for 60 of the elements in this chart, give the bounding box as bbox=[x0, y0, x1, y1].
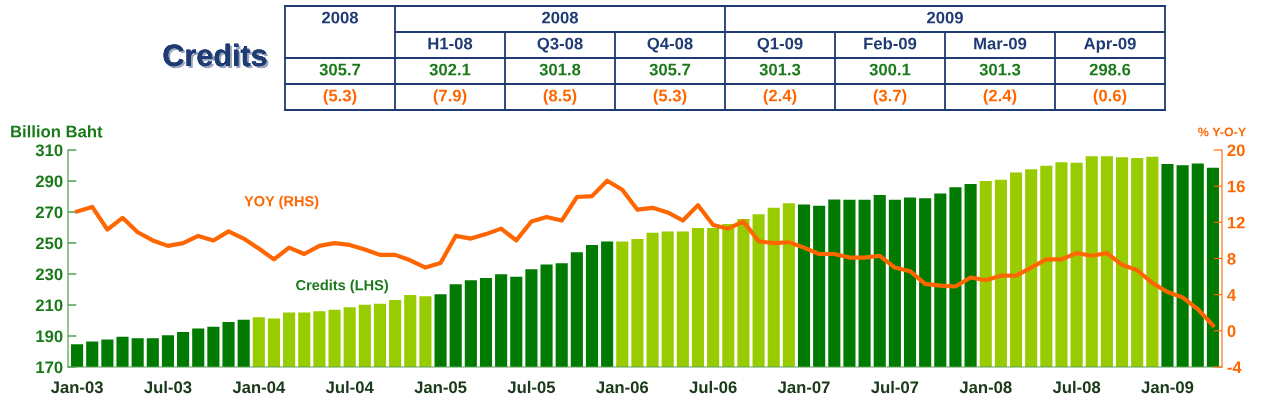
y-tick-label: 250 bbox=[35, 237, 63, 250]
x-tick-label: Jan-09 bbox=[1141, 381, 1194, 394]
x-tick-label: Jul-06 bbox=[689, 380, 737, 394]
x-tick-label: Jan-06 bbox=[596, 381, 649, 394]
y-tick-label: 290 bbox=[35, 175, 63, 188]
text: Apr-09 bbox=[1084, 37, 1136, 53]
text: 301.8 bbox=[539, 63, 581, 76]
text: Feb-09 bbox=[864, 37, 917, 50]
x-tick-label: Jan-07 bbox=[777, 381, 830, 394]
line-series bbox=[75, 178, 1215, 328]
text: Mar-09 bbox=[974, 37, 1027, 50]
y-tick-label: 270 bbox=[35, 206, 63, 219]
y2-tick-label: 20 bbox=[1227, 144, 1245, 157]
y2-tick-label: 16 bbox=[1227, 180, 1245, 193]
text: (3.7) bbox=[873, 89, 907, 105]
text: 2009 bbox=[927, 11, 963, 24]
x-tick-label: Jan-08 bbox=[959, 381, 1012, 394]
x-tick-label: Jul-04 bbox=[325, 380, 374, 394]
x-tick-label: Jul-05 bbox=[507, 380, 556, 394]
text: (7.9) bbox=[433, 89, 467, 105]
text: (5.3) bbox=[653, 89, 687, 105]
y2-tick-label: -4 bbox=[1227, 361, 1242, 374]
y-tick-label: 230 bbox=[35, 268, 63, 281]
x-tick-label: Jul-07 bbox=[871, 380, 919, 394]
text: 302.1 bbox=[429, 63, 471, 76]
text: Q1-09 bbox=[757, 37, 803, 53]
y-tick-label: 310 bbox=[35, 144, 63, 157]
y2-tick-label: 8 bbox=[1227, 252, 1236, 265]
x-tick-label: Jan-04 bbox=[232, 381, 286, 394]
series-label: Credits (LHS) bbox=[296, 279, 388, 294]
y-tick-label: 210 bbox=[35, 299, 63, 312]
chart-title: Credits bbox=[163, 43, 269, 69]
text: 301.3 bbox=[759, 63, 801, 76]
text: 298.6 bbox=[1089, 63, 1131, 76]
text: (2.4) bbox=[763, 89, 797, 105]
text: 301.3 bbox=[979, 63, 1021, 76]
x-tick-label: Jan-05 bbox=[414, 381, 467, 394]
text: 305.7 bbox=[649, 63, 691, 76]
text: (2.4) bbox=[983, 89, 1017, 105]
text: (0.6) bbox=[1093, 89, 1127, 105]
y2-tick-label: 12 bbox=[1227, 216, 1245, 229]
y2-tick-label: 4 bbox=[1227, 289, 1237, 301]
text: H1-08 bbox=[428, 37, 473, 50]
text: 2008 bbox=[322, 11, 359, 24]
text: 305.7 bbox=[319, 63, 361, 76]
text: 2008 bbox=[542, 11, 579, 24]
y2-tick-label: 0 bbox=[1227, 325, 1236, 338]
text: (8.5) bbox=[543, 89, 577, 105]
text: (5.3) bbox=[323, 89, 357, 105]
x-tick-label: Jul-08 bbox=[1052, 380, 1101, 394]
y-tick-label: 170 bbox=[36, 361, 63, 374]
x-tick-label: Jan-03 bbox=[50, 381, 103, 394]
text: 300.1 bbox=[869, 63, 911, 76]
y2-axis-title: % Y-O-Y bbox=[1198, 127, 1246, 137]
series-label: YOY (RHS) bbox=[244, 195, 319, 210]
text: Q4-08 bbox=[647, 37, 693, 53]
text: Q3-08 bbox=[537, 37, 583, 53]
y-axis-title: Billion Baht bbox=[11, 125, 103, 138]
x-tick-label: Jul-03 bbox=[144, 380, 192, 394]
y-tick-label: 190 bbox=[36, 330, 63, 343]
